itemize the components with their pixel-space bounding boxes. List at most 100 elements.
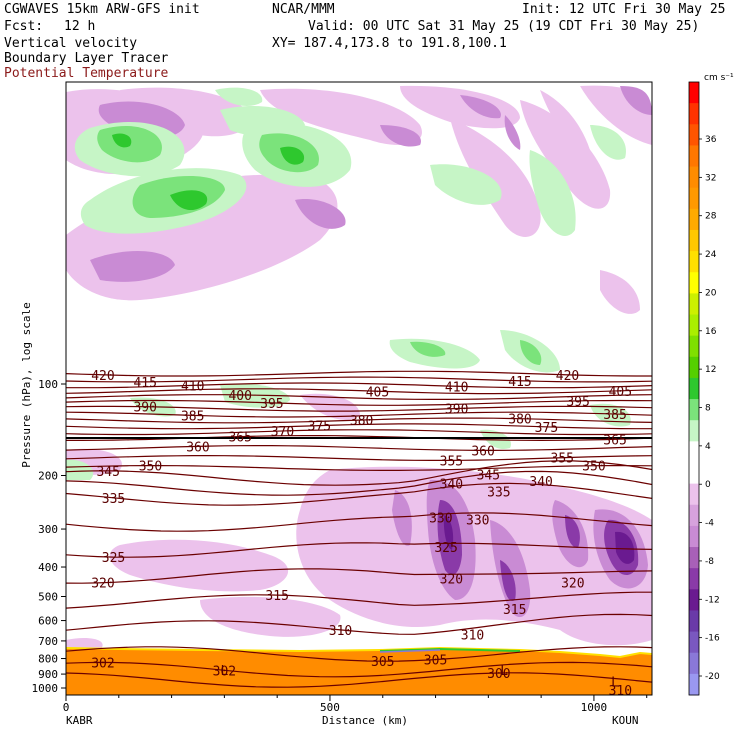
y-tick-label: 600	[38, 615, 58, 628]
field-vertical-velocity: Vertical velocity	[4, 36, 138, 51]
y-tick-label: 700	[38, 635, 58, 648]
isentrope-line	[66, 482, 652, 506]
isentrope-line	[66, 661, 652, 678]
colorbar-tick-label: 0	[705, 480, 711, 490]
y-tick-label: 800	[38, 653, 58, 666]
isentrope-label: 360	[471, 444, 494, 459]
colorbar-swatch	[689, 187, 699, 210]
isentrope-label: 415	[508, 375, 531, 390]
isentrope-label: 420	[91, 369, 114, 384]
isentrope-label: 385	[603, 408, 626, 423]
colorbar-swatch	[689, 293, 699, 316]
isentrope-label: 315	[503, 603, 526, 618]
colorbar-tick-label: -12	[705, 595, 720, 605]
isentrope-label: 350	[139, 460, 162, 475]
isentrope-label: 385	[181, 409, 204, 424]
colorbar-swatch	[689, 314, 699, 337]
isentrope-label: 345	[96, 465, 119, 480]
isentrope-label: 355	[551, 452, 574, 467]
isentrope-line	[66, 568, 652, 584]
low-annotation: L	[611, 676, 619, 691]
isentrope-label: 395	[260, 397, 283, 412]
x-tick-label: 500	[320, 701, 340, 714]
colorbar-tick-label: 16	[705, 327, 717, 337]
x-tick-label: 1000	[581, 701, 608, 714]
center-label: NCAR/MMM	[272, 2, 335, 17]
colorbar-swatch	[689, 82, 699, 104]
x-tick-label: 0	[63, 701, 70, 714]
isentrope-line	[66, 591, 652, 609]
colorbar-swatch	[689, 631, 699, 654]
colorbar-tick-label: -4	[705, 519, 714, 529]
boundary-layer-tracer-shading	[66, 646, 652, 695]
colorbar-swatch	[689, 208, 699, 231]
isentrope-label: 310	[329, 624, 352, 639]
isentrope-line	[66, 445, 652, 451]
isentrope-label: 305	[424, 654, 447, 669]
plot-frame	[65, 81, 653, 696]
colorbar-swatch	[689, 377, 699, 400]
isentrope-label: 310	[461, 628, 484, 643]
isentrope-line	[66, 429, 652, 436]
y-tick-label: 900	[38, 668, 58, 681]
isentrope-line	[66, 646, 652, 662]
colorbar-tick-label: 12	[705, 365, 716, 375]
isentrope-label: 380	[508, 413, 531, 428]
isentrope-label: 345	[477, 469, 500, 484]
isentrope-label: 405	[609, 385, 632, 400]
isentropes	[66, 370, 652, 688]
cross-section-endpoints: XY= 187.4,173.8 to 191.8,100.1	[272, 36, 507, 51]
isentrope-line	[66, 470, 652, 496]
isentrope-line	[66, 465, 652, 471]
isentrope-line	[66, 455, 652, 461]
isentrope-label: 350	[582, 460, 605, 475]
isentrope-label: 320	[440, 573, 463, 588]
colorbar-swatch	[689, 652, 699, 675]
colorbar-tick-label: 20	[705, 288, 717, 298]
valid-time: Valid: 00 UTC Sat 31 May 25 (19 CDT Fri …	[308, 19, 700, 34]
x-axis-title: Distance (km)	[322, 714, 408, 727]
isentrope-label: 405	[366, 385, 389, 400]
isentrope-line	[66, 512, 652, 532]
isentrope-label: 375	[535, 421, 558, 436]
left-endpoint: KABR	[66, 714, 93, 727]
colorbar-swatch	[689, 145, 699, 168]
colorbar-tick-label: 32	[705, 173, 716, 183]
isentrope-label: 300	[487, 667, 510, 682]
vertical-velocity-shading	[66, 85, 652, 652]
y-tick-label: 500	[38, 590, 58, 603]
colorbar-swatch	[689, 589, 699, 611]
y-tick-label: 200	[38, 470, 58, 483]
colorbar-swatch	[689, 166, 699, 189]
isentrope-label: 315	[265, 589, 288, 604]
isentrope-line	[66, 672, 652, 688]
colorbar-swatch	[689, 462, 699, 485]
isentrope-label: 410	[445, 380, 468, 395]
isentrope-line	[66, 423, 652, 430]
isentrope-label: 335	[487, 486, 510, 501]
isentrope-label: 302	[91, 656, 114, 671]
colorbar-swatch	[689, 441, 699, 463]
isentrope-label: 390	[133, 401, 156, 416]
colorbar-unit: cm s⁻¹	[704, 73, 734, 83]
isentrope-label: 390	[445, 403, 468, 418]
isentrope-line	[66, 394, 652, 400]
isentrope-line	[66, 411, 652, 418]
colorbar-tick-label: 36	[705, 135, 717, 145]
isentrope-label: 370	[271, 425, 294, 440]
low-annotations: L LL	[220, 664, 619, 690]
isentrope-line	[66, 388, 652, 395]
isentrope-line	[66, 399, 652, 406]
isentrope-label: 375	[308, 420, 331, 435]
isentrope-label: 355	[440, 454, 463, 469]
colorbar-swatch	[689, 229, 699, 252]
isentrope-line	[66, 370, 652, 377]
colorbar: 36 32 28 24 20 16 12 8 4 0 -4 -8 -12 -16 -20	[688, 81, 720, 696]
isentrope-label: 420	[556, 369, 579, 384]
isentrope-label: 335	[102, 492, 125, 507]
isentrope-label: 340	[440, 477, 463, 492]
isentrope-label: 365	[603, 433, 626, 448]
colorbar-swatch	[689, 356, 699, 379]
isentrope-label: 320	[91, 577, 114, 592]
colorbar-swatch	[689, 568, 699, 590]
